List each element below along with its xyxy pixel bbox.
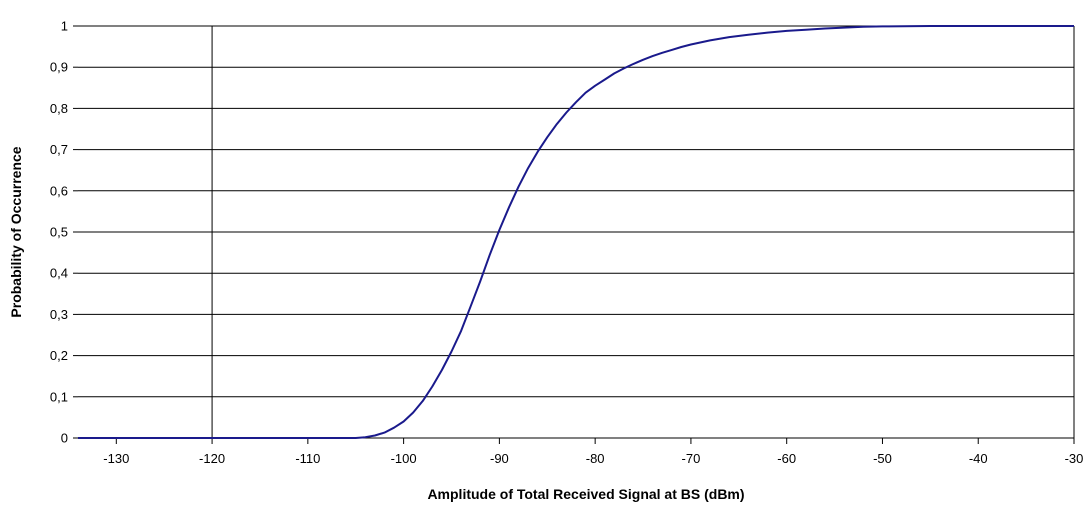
x-tick-label: -30 (1065, 451, 1084, 466)
y-tick-label: 0,8 (50, 101, 68, 116)
y-tick-label: 0,7 (50, 142, 68, 157)
y-tick-label: 1 (61, 19, 68, 34)
x-tick-label: -80 (586, 451, 605, 466)
labels-layer: 0 0,1 0,2 0,3 0,4 0,5 0,6 0,7 0,8 0,9 1 -130 -120 -11… (50, 19, 1083, 467)
y-tick-label: 0,9 (50, 60, 68, 75)
y-tick-label: 0,3 (50, 307, 68, 322)
cdf-series-line (78, 25, 1074, 439)
y-tick-label: 0,1 (50, 389, 68, 404)
x-tick-label: -60 (777, 451, 796, 466)
series-layer (78, 25, 1074, 439)
x-tick-label: -70 (682, 451, 701, 466)
y-tick-label: 0,5 (50, 225, 68, 240)
y-tick-label: 0 (61, 431, 68, 446)
y-tick-label: 0,2 (50, 348, 68, 363)
axes-layer (73, 25, 1075, 444)
x-tick-label: -100 (391, 451, 417, 466)
y-tick-label: 0,6 (50, 183, 68, 198)
x-tick-label: -40 (969, 451, 988, 466)
y-tick-label: 0,4 (50, 266, 68, 281)
x-axis-title: Amplitude of Total Received Signal at BS… (427, 486, 744, 502)
x-tick-label: -110 (295, 451, 320, 466)
x-tick-label: -130 (103, 451, 129, 466)
x-tick-label: -90 (490, 451, 509, 466)
grid-layer (78, 25, 1074, 398)
x-tick-label: -120 (199, 451, 225, 466)
x-tick-label: -50 (873, 451, 892, 466)
y-axis-title: Probability of Occurrence (8, 146, 24, 317)
